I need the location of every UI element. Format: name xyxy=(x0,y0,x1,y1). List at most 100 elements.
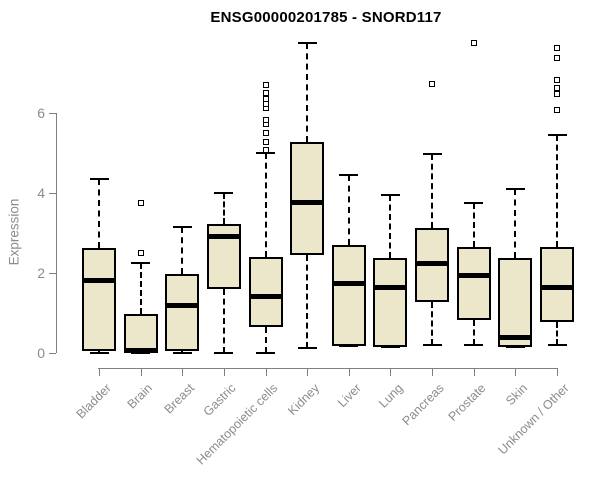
whisker-cap-bottom xyxy=(339,345,359,348)
median-line xyxy=(290,199,325,205)
upper-whisker xyxy=(222,193,225,225)
y-tick xyxy=(49,193,56,194)
lower-whisker xyxy=(264,327,267,353)
x-tick xyxy=(307,368,309,376)
upper-whisker xyxy=(347,175,350,245)
y-tick xyxy=(49,353,56,354)
box xyxy=(165,274,200,351)
outlier-point xyxy=(554,76,561,83)
whisker-cap-top xyxy=(131,262,151,264)
upper-whisker xyxy=(98,179,100,249)
whisker-cap-top xyxy=(172,226,192,228)
box xyxy=(290,142,325,255)
chart-title: ENSG00000201785 - SNORD117 xyxy=(210,9,442,26)
x-tick-label-text: Breast xyxy=(161,381,198,417)
x-tick xyxy=(432,368,434,376)
box xyxy=(331,245,366,347)
median-line xyxy=(206,233,241,239)
lower-whisker xyxy=(556,322,559,345)
outlier-point xyxy=(262,139,269,146)
y-axis-line xyxy=(56,113,57,353)
outlier-point xyxy=(262,147,269,154)
median-line xyxy=(165,302,200,308)
median-line xyxy=(415,260,450,266)
box xyxy=(248,257,283,327)
outlier-point xyxy=(262,101,269,108)
x-tick xyxy=(390,368,392,376)
outlier-point xyxy=(137,250,144,256)
y-axis-title-text: Expression xyxy=(6,198,22,266)
x-tick xyxy=(348,368,350,376)
outlier-point xyxy=(470,40,477,46)
whisker-cap-bottom xyxy=(214,352,234,354)
outlier-point xyxy=(262,96,269,102)
median-line xyxy=(456,272,491,278)
upper-whisker xyxy=(431,154,434,229)
x-axis-line xyxy=(98,368,559,369)
outlier-point xyxy=(554,84,561,91)
x-tick xyxy=(265,368,267,376)
y-tick-label: 4 xyxy=(37,185,45,201)
lower-whisker xyxy=(472,320,475,345)
outlier-point xyxy=(137,200,144,206)
upper-whisker xyxy=(389,195,392,259)
whisker-cap-top xyxy=(380,194,400,196)
whisker-cap-bottom xyxy=(422,344,442,346)
median-line xyxy=(498,334,533,340)
upper-whisker xyxy=(556,135,559,247)
y-tick-label: 6 xyxy=(37,105,45,121)
whisker-cap-top xyxy=(505,188,525,190)
upper-whisker xyxy=(139,263,142,315)
upper-whisker xyxy=(514,189,517,259)
box xyxy=(123,314,158,353)
x-tick-label-text: Brain xyxy=(124,381,156,412)
x-tick xyxy=(99,368,100,376)
x-tick-label-text: Liver xyxy=(334,381,364,411)
whisker-cap-top xyxy=(464,202,484,204)
x-tick xyxy=(223,368,225,376)
y-tick-label: 2 xyxy=(37,265,45,281)
outlier-point xyxy=(262,130,269,136)
outlier-point xyxy=(554,90,561,97)
outlier-point xyxy=(262,82,269,88)
outlier-point xyxy=(429,81,436,88)
lower-whisker xyxy=(222,289,225,353)
median-line xyxy=(331,280,366,286)
box xyxy=(456,247,491,321)
outlier-point xyxy=(262,117,269,124)
x-tick xyxy=(557,368,559,376)
whisker-cap-bottom xyxy=(172,352,192,354)
whisker-cap-top xyxy=(214,192,234,194)
median-line xyxy=(540,284,575,290)
whisker-cap-top xyxy=(422,153,442,156)
whisker-cap-bottom xyxy=(547,344,567,346)
y-tick xyxy=(49,113,56,114)
whisker-cap-bottom xyxy=(131,352,151,354)
lower-whisker xyxy=(431,302,434,345)
x-tick-label-text: Prostate xyxy=(445,381,489,424)
whisker-cap-bottom xyxy=(464,344,484,346)
upper-whisker xyxy=(306,43,309,143)
x-tick-label-text: Hematopoietic cells xyxy=(193,381,281,468)
whisker-cap-bottom xyxy=(256,352,276,354)
median-line xyxy=(248,293,283,299)
whisker-cap-bottom xyxy=(505,346,525,348)
median-line xyxy=(123,347,158,353)
outlier-point xyxy=(554,54,561,61)
upper-whisker xyxy=(472,203,475,247)
x-tick xyxy=(182,368,184,376)
x-tick-label-text: Gastric xyxy=(200,381,239,419)
lower-whisker xyxy=(306,255,309,349)
x-tick-label-text: Lung xyxy=(375,381,406,411)
x-tick xyxy=(140,368,142,376)
x-tick-label-text: Bladder xyxy=(73,381,114,422)
x-tick-label-text: Kidney xyxy=(285,381,323,418)
upper-whisker xyxy=(181,227,184,275)
box xyxy=(373,258,408,347)
x-tick-label-text: Pancreas xyxy=(399,381,448,429)
whisker-cap-bottom xyxy=(380,346,400,348)
whisker-cap-top xyxy=(89,178,109,180)
whisker-cap-top xyxy=(339,174,359,176)
whisker-cap-top xyxy=(297,42,317,44)
